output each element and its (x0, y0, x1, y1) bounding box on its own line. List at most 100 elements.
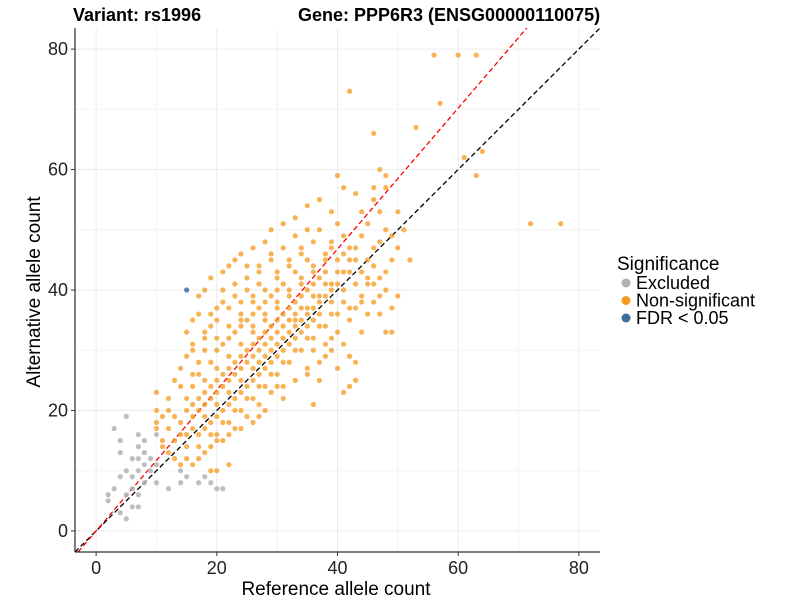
point-non-significant-51 (262, 407, 268, 414)
x-tick-label-60: 60 (448, 558, 468, 578)
point-non-significant-200 (328, 281, 335, 287)
point-non-significant-171 (262, 317, 268, 323)
point-non-significant-191 (238, 311, 244, 317)
point-non-significant-330 (383, 287, 389, 293)
point-non-significant-115 (214, 305, 220, 311)
data-points (105, 52, 564, 522)
point-non-significant-336 (334, 269, 341, 275)
point-non-significant-173 (286, 293, 292, 299)
point-excluded-1 (105, 492, 111, 498)
point-non-significant-304 (202, 401, 208, 408)
point-non-significant-67 (165, 450, 172, 456)
point-non-significant-0 (431, 52, 437, 58)
point-non-significant-346 (202, 425, 208, 432)
point-non-significant-194 (274, 269, 280, 275)
legend-key-non-significant (621, 296, 631, 305)
point-non-significant-69 (159, 437, 166, 444)
point-non-significant-6 (479, 148, 485, 155)
point-non-significant-18 (383, 185, 389, 191)
point-non-significant-276 (334, 329, 341, 335)
point-non-significant-11 (558, 221, 564, 227)
point-non-significant-334 (310, 293, 316, 299)
point-excluded-32 (178, 480, 184, 486)
point-non-significant-65 (171, 456, 178, 462)
point-non-significant-100 (328, 209, 335, 215)
point-excluded-11 (123, 413, 129, 420)
point-excluded-26 (147, 468, 154, 474)
point-non-significant-124 (328, 239, 335, 245)
point-non-significant-277 (346, 305, 353, 311)
point-non-significant-31 (383, 269, 389, 275)
point-non-significant-81 (190, 347, 196, 353)
point-non-significant-185 (208, 359, 214, 365)
point-non-significant-3 (346, 88, 353, 94)
point-non-significant-201 (340, 269, 347, 275)
x-axis-title: Reference allele count (241, 579, 431, 600)
point-non-significant-338 (274, 329, 280, 335)
point-non-significant-104 (353, 257, 359, 263)
point-non-significant-68 (159, 443, 166, 450)
point-non-significant-94 (262, 239, 268, 245)
legend-key-excluded (621, 278, 631, 288)
point-non-significant-1 (455, 52, 461, 58)
point-non-significant-128 (280, 311, 286, 317)
plot-panel (74, 27, 601, 553)
point-non-significant-329 (371, 281, 377, 287)
point-non-significant-282 (340, 299, 347, 305)
y-axis-ticks: 0 20 40 60 80 (48, 39, 75, 541)
point-non-significant-224 (214, 377, 220, 383)
point-non-significant-86 (202, 287, 208, 293)
point-non-significant-242 (280, 383, 286, 389)
point-non-significant-225 (226, 365, 232, 371)
point-non-significant-102 (340, 233, 347, 239)
chart-title-gene: Gene: PPP6R3 (ENSG00000110075) (298, 5, 600, 25)
point-non-significant-286 (292, 347, 298, 353)
point-non-significant-295 (238, 389, 244, 395)
point-excluded-30 (153, 431, 160, 438)
point-non-significant-266 (208, 311, 214, 317)
point-non-significant-146 (286, 329, 292, 335)
point-non-significant-222 (190, 401, 196, 408)
point-non-significant-145 (274, 341, 280, 347)
point-non-significant-205 (298, 347, 304, 353)
point-excluded-15 (129, 456, 135, 462)
point-non-significant-47 (316, 377, 322, 383)
point-non-significant-287 (280, 359, 286, 365)
point-non-significant-181 (268, 293, 274, 299)
point-non-significant-133 (220, 371, 226, 377)
point-non-significant-254 (208, 323, 214, 329)
point-non-significant-7 (413, 124, 419, 130)
point-non-significant-125 (316, 275, 322, 281)
point-non-significant-152 (340, 287, 347, 293)
point-non-significant-260 (274, 287, 280, 293)
point-non-significant-217 (244, 359, 250, 365)
point-excluded-10 (123, 468, 129, 474)
point-excluded-19 (135, 443, 141, 450)
point-non-significant-166 (202, 377, 208, 383)
y-tick-label-80: 80 (48, 39, 68, 59)
point-excluded-34 (184, 474, 190, 480)
point-non-significant-252 (196, 359, 202, 365)
point-non-significant-23 (365, 221, 371, 227)
point-non-significant-195 (286, 257, 292, 263)
point-non-significant-293 (208, 431, 214, 438)
point-non-significant-258 (250, 311, 256, 317)
point-non-significant-211 (226, 419, 232, 426)
point-non-significant-196 (298, 245, 304, 251)
point-non-significant-193 (262, 287, 268, 293)
point-non-significant-30 (371, 263, 377, 269)
point-excluded-6 (117, 450, 123, 456)
point-excluded-8 (123, 516, 129, 522)
point-non-significant-61 (208, 468, 214, 474)
x-tick-label-20: 20 (207, 558, 227, 578)
point-non-significant-42 (334, 365, 341, 371)
point-non-significant-324 (359, 233, 365, 239)
x-tick-label-0: 0 (91, 558, 101, 578)
point-excluded-2 (111, 486, 117, 492)
point-non-significant-164 (196, 431, 202, 438)
point-non-significant-182 (280, 281, 286, 287)
point-non-significant-20 (359, 209, 365, 215)
point-excluded-37 (208, 480, 214, 486)
x-tick-label-40: 40 (327, 558, 347, 578)
point-non-significant-80 (184, 353, 190, 359)
